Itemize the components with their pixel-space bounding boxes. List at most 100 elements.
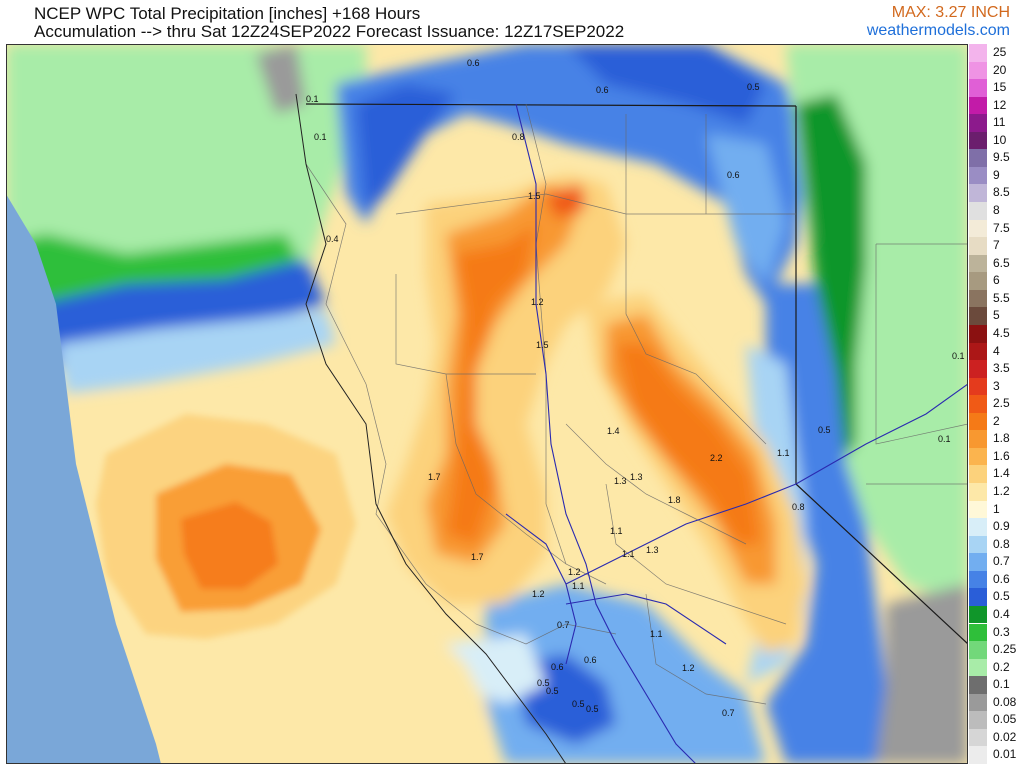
legend-label: 9.5 xyxy=(993,150,1010,165)
legend-label: 4.5 xyxy=(993,325,1010,340)
precip-grey-north xyxy=(256,44,306,114)
legend-label: 0.3 xyxy=(993,624,1010,639)
ocean-edge xyxy=(6,194,161,764)
precipitation-map: 0.6 0.6 0.5 0.1 0.1 0.8 0.6 1.5 0.4 1.2 … xyxy=(6,44,968,764)
map-value-label: 1.5 xyxy=(536,340,549,350)
legend-swatch xyxy=(969,711,987,729)
county-line-2 xyxy=(395,274,536,375)
legend-swatch xyxy=(969,605,987,624)
county-line-15 xyxy=(365,383,477,625)
legend-swatch xyxy=(969,377,987,396)
legend-swatch xyxy=(969,289,987,308)
map-value-label: 1.3 xyxy=(630,472,643,482)
legend-row: 7.5 xyxy=(969,219,1024,238)
legend-swatch xyxy=(969,570,987,589)
precip-mid-blue-northeast xyxy=(706,134,786,284)
legend-label: 11 xyxy=(993,115,1006,130)
precip-offshore-overlay xyxy=(96,414,356,639)
precip-red-north-spot xyxy=(546,184,586,219)
precip-blue-north xyxy=(336,44,806,304)
legend-swatch xyxy=(969,96,987,115)
legend-label: 2.5 xyxy=(993,396,1010,411)
legend-row: 2.5 xyxy=(969,395,1024,413)
highway-99 xyxy=(565,593,727,645)
map-value-label: 0.6 xyxy=(467,58,480,68)
legend-row: 0.05 xyxy=(969,711,1024,729)
map-value-label: 0.8 xyxy=(792,502,805,512)
legend-row: 25 xyxy=(969,44,1024,62)
legend-label: 2 xyxy=(993,413,1000,428)
map-value-label: 1.4 xyxy=(607,426,620,436)
map-value-label: 1.7 xyxy=(471,552,484,562)
legend-label: 1.4 xyxy=(993,466,1010,481)
map-frame xyxy=(6,44,968,764)
legend-swatch xyxy=(969,254,987,273)
legend-row: 0.01 xyxy=(969,746,1024,764)
legend-row: 9 xyxy=(969,166,1024,185)
map-title-line2: Accumulation --> thru Sat 12Z24SEP2022 F… xyxy=(34,22,625,41)
legend-swatch xyxy=(969,272,987,290)
map-value-label: 1.1 xyxy=(572,581,585,591)
legend-label: 6.5 xyxy=(993,255,1010,270)
precip-dark-blue-north xyxy=(356,84,456,214)
map-value-label: 0.5 xyxy=(546,686,559,696)
color-legend: 25 20 15 12 11 10 9.5 9 8.5 8 7.5 7 6.5 6 5.5 5 4.5 4 3.5 3… xyxy=(969,44,1024,764)
california-nevada-border-diagonal xyxy=(795,483,968,645)
highways xyxy=(505,103,968,764)
map-value-label: 1.2 xyxy=(682,663,695,673)
county-line-8 xyxy=(645,593,767,705)
legend-swatch xyxy=(969,324,987,343)
legend-row: 4.5 xyxy=(969,324,1024,343)
map-value-label: 0.6 xyxy=(727,170,740,180)
map-value-label: 0.7 xyxy=(722,708,735,718)
legend-swatch xyxy=(969,500,987,519)
legend-label: 10 xyxy=(993,132,1007,147)
legend-row: 15 xyxy=(969,79,1024,97)
map-value-label: 1.2 xyxy=(568,567,581,577)
legend-label: 3.5 xyxy=(993,361,1010,376)
map-header: NCEP WPC Total Precipitation [inches] +1… xyxy=(0,0,1024,44)
site-credit: weathermodels.com xyxy=(866,22,1010,39)
map-value-label: 1.7 xyxy=(428,472,441,482)
county-line-4 xyxy=(625,114,767,445)
legend-row: 0.2 xyxy=(969,658,1024,677)
max-value-label: MAX: 3.27 INCH xyxy=(891,4,1010,21)
legend-row: 11 xyxy=(969,114,1024,132)
legend-swatch xyxy=(969,412,987,431)
map-value-label: 0.8 xyxy=(512,132,525,142)
legend-label: 0.5 xyxy=(993,589,1010,604)
county-line-7 xyxy=(605,483,787,625)
map-value-label: 0.1 xyxy=(938,434,951,444)
map-value-label: 1.3 xyxy=(614,476,627,486)
map-value-label: 1.1 xyxy=(610,526,623,536)
precip-dark-blue-north-east xyxy=(566,44,766,124)
legend-row: 8.5 xyxy=(969,184,1024,203)
legend-label: 1.2 xyxy=(993,484,1010,499)
precip-dark-green-northeast xyxy=(796,94,866,464)
legend-row: 1.8 xyxy=(969,430,1024,448)
legend-label: 15 xyxy=(993,80,1007,95)
legend-row: 20 xyxy=(969,61,1024,80)
legend-row: 0.7 xyxy=(969,553,1024,571)
legend-swatch xyxy=(969,447,987,466)
map-value-label: 2.2 xyxy=(710,453,723,463)
legend-swatch xyxy=(969,184,987,203)
legend-row: 0.25 xyxy=(969,641,1024,659)
legend-label: 0.01 xyxy=(993,747,1017,762)
legend-label: 5.5 xyxy=(993,290,1010,305)
legend-row: 0.9 xyxy=(969,518,1024,536)
legend-row: 10 xyxy=(969,131,1024,150)
highway-80 xyxy=(565,483,797,585)
county-line-6 xyxy=(565,423,747,545)
legend-label: 0.4 xyxy=(993,606,1010,621)
legend-row: 0.08 xyxy=(969,693,1024,712)
legend-row: 6 xyxy=(969,272,1024,290)
county-borders xyxy=(305,103,968,705)
legend-swatch xyxy=(969,360,987,378)
legend-row: 4 xyxy=(969,342,1024,361)
legend-swatch xyxy=(969,676,987,694)
legend-row: 0.3 xyxy=(969,623,1024,642)
state-borders xyxy=(305,103,968,645)
legend-row: 1.4 xyxy=(969,465,1024,483)
legend-row: 7 xyxy=(969,237,1024,255)
